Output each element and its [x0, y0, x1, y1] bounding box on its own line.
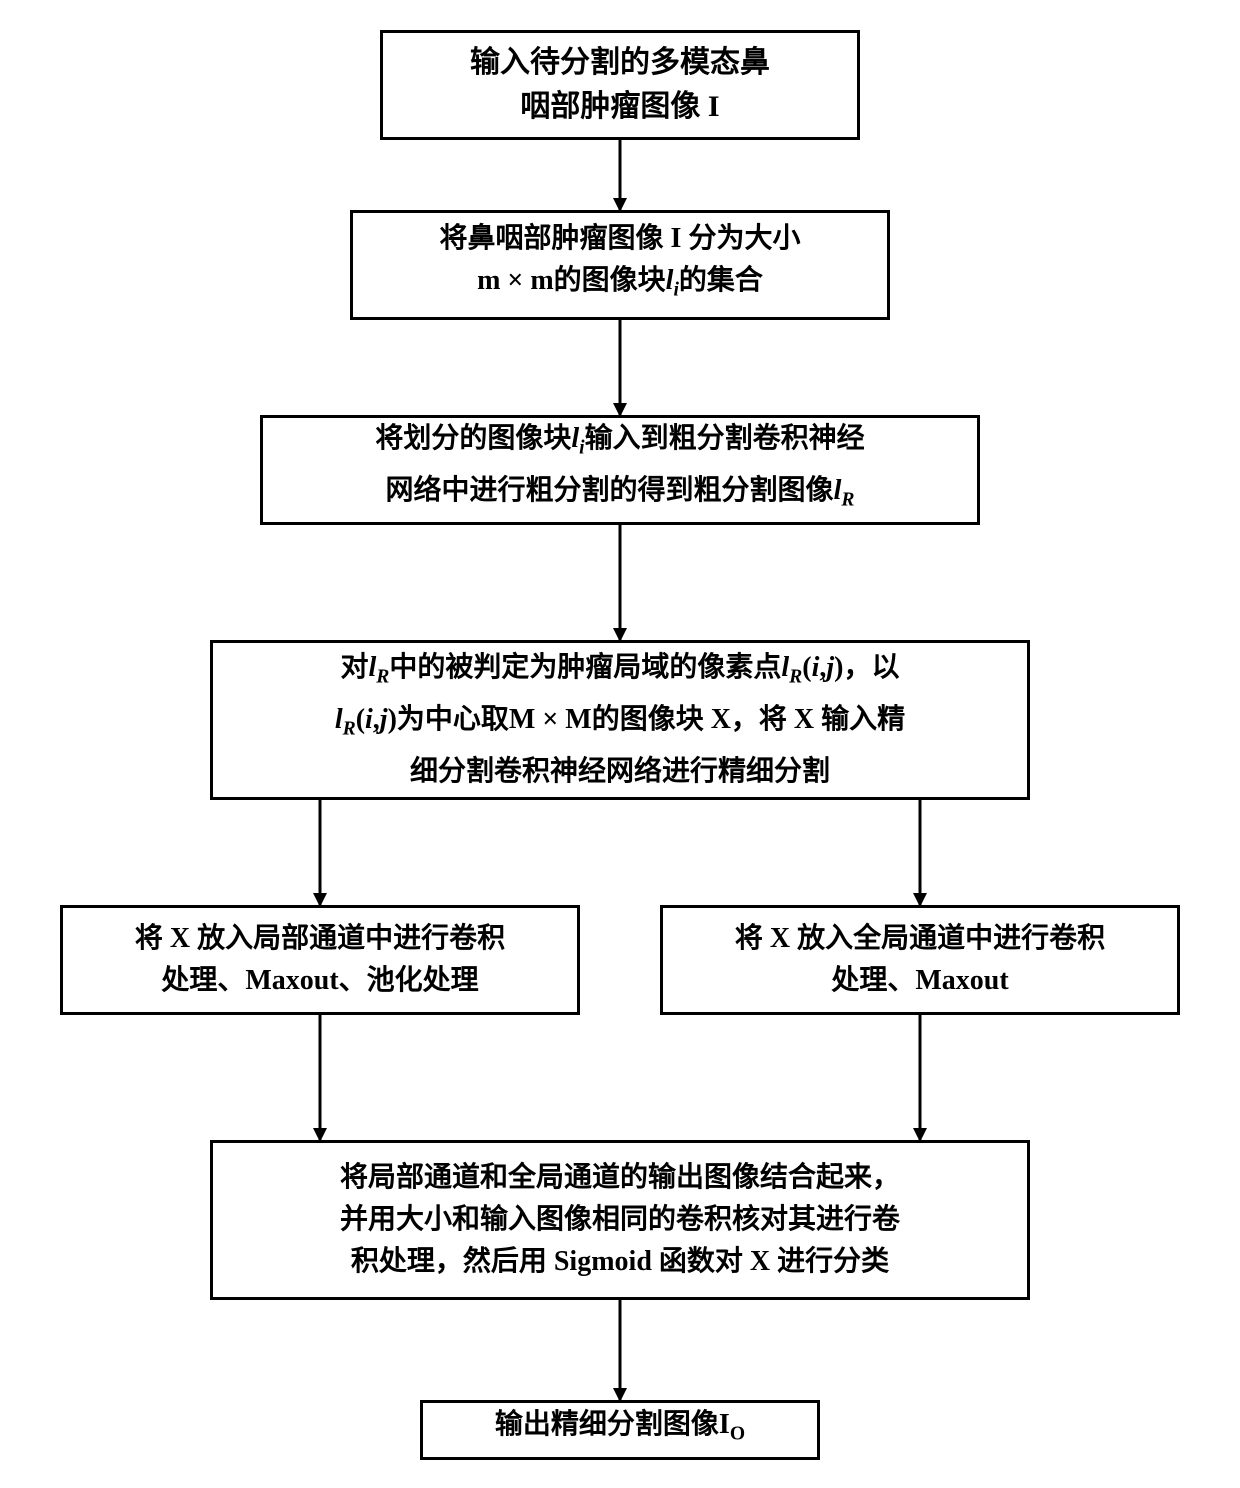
flow-node-label: 将局部通道和全局通道的输出图像结合起来，并用大小和输入图像相同的卷积核对其进行卷…: [340, 1157, 900, 1283]
flow-node-n5: 将 X 放入局部通道中进行卷积处理、Maxout、池化处理: [60, 905, 580, 1015]
flow-node-n6: 将 X 放入全局通道中进行卷积处理、Maxout: [660, 905, 1180, 1015]
flow-node-label: 将 X 放入全局通道中进行卷积处理、Maxout: [735, 918, 1105, 1002]
flow-node-label: 输入待分割的多模态鼻咽部肿瘤图像 I: [470, 41, 770, 129]
flow-node-label: 对lR中的被判定为肿瘤局域的像素点lR(i,j)，以lR(i,j)为中心取M ×…: [335, 647, 905, 792]
flow-node-n4: 对lR中的被判定为肿瘤局域的像素点lR(i,j)，以lR(i,j)为中心取M ×…: [210, 640, 1030, 800]
flow-node-label: 将鼻咽部肿瘤图像 I 分为大小m × m的图像块li的集合: [440, 218, 801, 312]
flow-node-label: 输出精细分割图像IO: [495, 1405, 745, 1455]
flow-node-label: 将 X 放入局部通道中进行卷积处理、Maxout、池化处理: [135, 918, 505, 1002]
flow-node-n7: 将局部通道和全局通道的输出图像结合起来，并用大小和输入图像相同的卷积核对其进行卷…: [210, 1140, 1030, 1300]
flow-node-n1: 输入待分割的多模态鼻咽部肿瘤图像 I: [380, 30, 860, 140]
flow-node-n8: 输出精细分割图像IO: [420, 1400, 820, 1460]
flow-node-label: 将划分的图像块li输入到粗分割卷积神经网络中进行粗分割的得到粗分割图像lR: [375, 418, 864, 521]
flow-node-n3: 将划分的图像块li输入到粗分割卷积神经网络中进行粗分割的得到粗分割图像lR: [260, 415, 980, 525]
flow-node-n2: 将鼻咽部肿瘤图像 I 分为大小m × m的图像块li的集合: [350, 210, 890, 320]
